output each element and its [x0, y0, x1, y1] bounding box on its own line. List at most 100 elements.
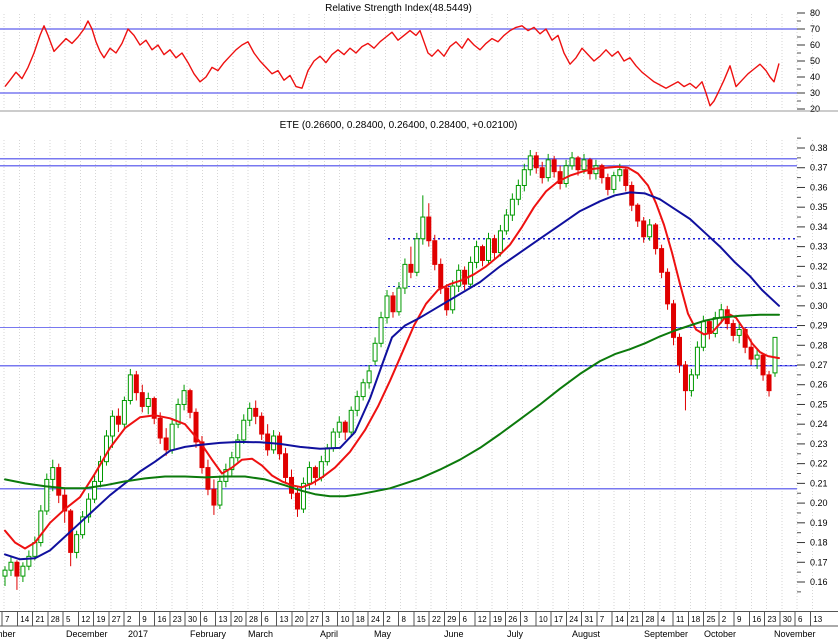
svg-text:16: 16	[158, 615, 167, 624]
price-axis: 0.38 0.37 0.36 0.35 0.34 0.33 0.32 0.31 0.30 0.29…	[797, 137, 828, 593]
svg-text:27: 27	[112, 615, 121, 624]
svg-text:7: 7	[600, 615, 605, 624]
svg-text:14: 14	[615, 615, 624, 624]
svg-text:13: 13	[219, 615, 228, 624]
svg-text:2017: 2017	[128, 629, 148, 639]
svg-text:6: 6	[798, 615, 803, 624]
svg-text:21: 21	[630, 615, 639, 624]
svg-text:15: 15	[417, 615, 426, 624]
svg-text:30: 30	[188, 615, 197, 624]
svg-text:0.20: 0.20	[810, 498, 828, 508]
svg-text:24: 24	[569, 615, 578, 624]
svg-text:30: 30	[810, 88, 820, 98]
rsi-axis: 80 70 60 50 40 30 20	[797, 8, 820, 114]
svg-text:0.18: 0.18	[810, 538, 828, 548]
svg-text:0.19: 0.19	[810, 518, 828, 528]
svg-text:13: 13	[813, 615, 822, 624]
svg-text:September: September	[644, 629, 688, 639]
svg-text:18: 18	[356, 615, 365, 624]
slow-ma-line	[4, 313, 780, 498]
svg-text:0.31: 0.31	[810, 281, 828, 291]
svg-text:31: 31	[585, 615, 594, 624]
svg-text:50: 50	[810, 56, 820, 66]
svg-text:March: March	[248, 629, 273, 639]
svg-text:21: 21	[36, 615, 45, 624]
svg-text:8: 8	[402, 615, 407, 624]
svg-text:20: 20	[295, 615, 304, 624]
svg-text:17: 17	[554, 615, 563, 624]
svg-text:9: 9	[142, 615, 147, 624]
svg-text:14: 14	[20, 615, 29, 624]
svg-text:0.36: 0.36	[810, 182, 828, 192]
price-plot-area[interactable]	[0, 140, 797, 610]
svg-text:November: November	[774, 629, 816, 639]
svg-text:23: 23	[173, 615, 182, 624]
svg-text:2: 2	[386, 615, 391, 624]
svg-text:6: 6	[203, 615, 208, 624]
rsi-series-line	[4, 20, 780, 107]
svg-text:July: July	[507, 629, 524, 639]
svg-text:0.21: 0.21	[810, 478, 828, 488]
svg-text:12: 12	[478, 615, 487, 624]
rsi-plot-area[interactable]	[0, 14, 797, 110]
svg-text:10: 10	[539, 615, 548, 624]
svg-text:0.32: 0.32	[810, 261, 828, 271]
svg-text:0.29: 0.29	[810, 321, 828, 331]
time-axis: 7 14 21 28 5 12 19 27 2 9 16 23 30 6 13 20 28 6 13 20 27 3 10 1…	[0, 611, 838, 639]
svg-text:0.26: 0.26	[810, 380, 828, 390]
svg-text:2: 2	[722, 615, 727, 624]
mid-ma-line	[4, 191, 780, 561]
candlestick-series	[2, 149, 778, 590]
svg-text:3: 3	[524, 615, 529, 624]
svg-text:0.30: 0.30	[810, 301, 828, 311]
svg-text:0.27: 0.27	[810, 360, 828, 370]
svg-text:6: 6	[463, 615, 468, 624]
svg-text:October: October	[704, 629, 736, 639]
svg-text:40: 40	[810, 72, 820, 82]
svg-text:3: 3	[325, 615, 330, 624]
svg-text:0.24: 0.24	[810, 419, 828, 429]
svg-text:30: 30	[783, 615, 792, 624]
moving-average-lines	[4, 165, 780, 561]
svg-text:9: 9	[737, 615, 742, 624]
svg-text:22: 22	[432, 615, 441, 624]
svg-text:80: 80	[810, 8, 820, 18]
svg-text:0.22: 0.22	[810, 459, 828, 469]
svg-text:June: June	[444, 629, 464, 639]
svg-text:7: 7	[5, 615, 10, 624]
svg-text:13: 13	[280, 615, 289, 624]
svg-text:0.25: 0.25	[810, 399, 828, 409]
svg-text:29: 29	[447, 615, 456, 624]
svg-text:60: 60	[810, 40, 820, 50]
svg-text:0.28: 0.28	[810, 340, 828, 350]
svg-text:0.33: 0.33	[810, 242, 828, 252]
svg-text:28: 28	[51, 615, 60, 624]
svg-text:20: 20	[234, 615, 243, 624]
svg-text:February: February	[190, 629, 227, 639]
svg-text:August: August	[572, 629, 601, 639]
svg-text:0.37: 0.37	[810, 163, 828, 173]
svg-text:0.38: 0.38	[810, 143, 828, 153]
svg-text:0.17: 0.17	[810, 557, 828, 567]
svg-text:May: May	[374, 629, 392, 639]
svg-text:12: 12	[81, 615, 90, 624]
svg-text:11: 11	[676, 615, 685, 624]
rsi-indicator-title[interactable]: Relative Strength Index(48.5449)	[325, 3, 472, 14]
svg-text:0.34: 0.34	[810, 222, 828, 232]
svg-text:December: December	[66, 629, 108, 639]
svg-text:28: 28	[646, 615, 655, 624]
svg-text:April: April	[320, 629, 338, 639]
svg-text:5: 5	[66, 615, 71, 624]
svg-text:10: 10	[341, 615, 350, 624]
svg-text:November: November	[0, 629, 16, 639]
svg-text:28: 28	[249, 615, 258, 624]
svg-text:19: 19	[493, 615, 502, 624]
price-series-title[interactable]: ETE (0.26600, 0.28400, 0.26400, 0.28400,…	[279, 120, 518, 131]
svg-text:4: 4	[661, 615, 666, 624]
fast-ma-line	[4, 165, 780, 550]
svg-text:19: 19	[97, 615, 106, 624]
svg-text:70: 70	[810, 24, 820, 34]
svg-text:23: 23	[768, 615, 777, 624]
